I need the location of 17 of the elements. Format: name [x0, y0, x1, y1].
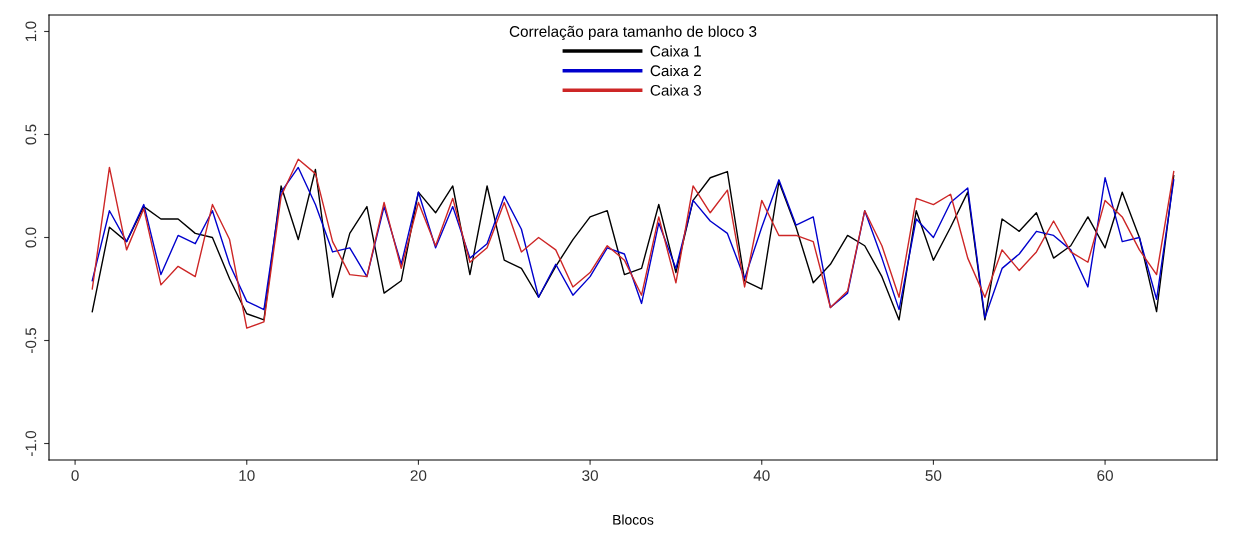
- legend-label: Caixa 2: [650, 64, 701, 77]
- y-tick-label: 0.5: [25, 124, 37, 145]
- x-tick-label: 10: [239, 470, 255, 481]
- y-tick-label: -0.5: [25, 327, 37, 353]
- x-tick-label: 40: [753, 470, 770, 481]
- legend-label: Caixa 3: [650, 84, 702, 96]
- x-tick-label: 0: [71, 470, 79, 481]
- legend-title: Correlação para tamanho de bloco 3: [509, 25, 757, 40]
- y-tick-label: 1.0: [25, 21, 37, 41]
- x-tick-label: 60: [1097, 470, 1113, 481]
- y-tick-label: -1.0: [25, 430, 37, 456]
- x-tick-label: 20: [410, 470, 427, 481]
- y-tick-label: 0.0: [25, 227, 37, 248]
- x-tick-label: 50: [925, 470, 942, 481]
- legend-label: Caixa 1: [650, 45, 701, 57]
- x-axis-title: Blocos: [613, 514, 654, 525]
- x-tick-label: 30: [582, 470, 598, 481]
